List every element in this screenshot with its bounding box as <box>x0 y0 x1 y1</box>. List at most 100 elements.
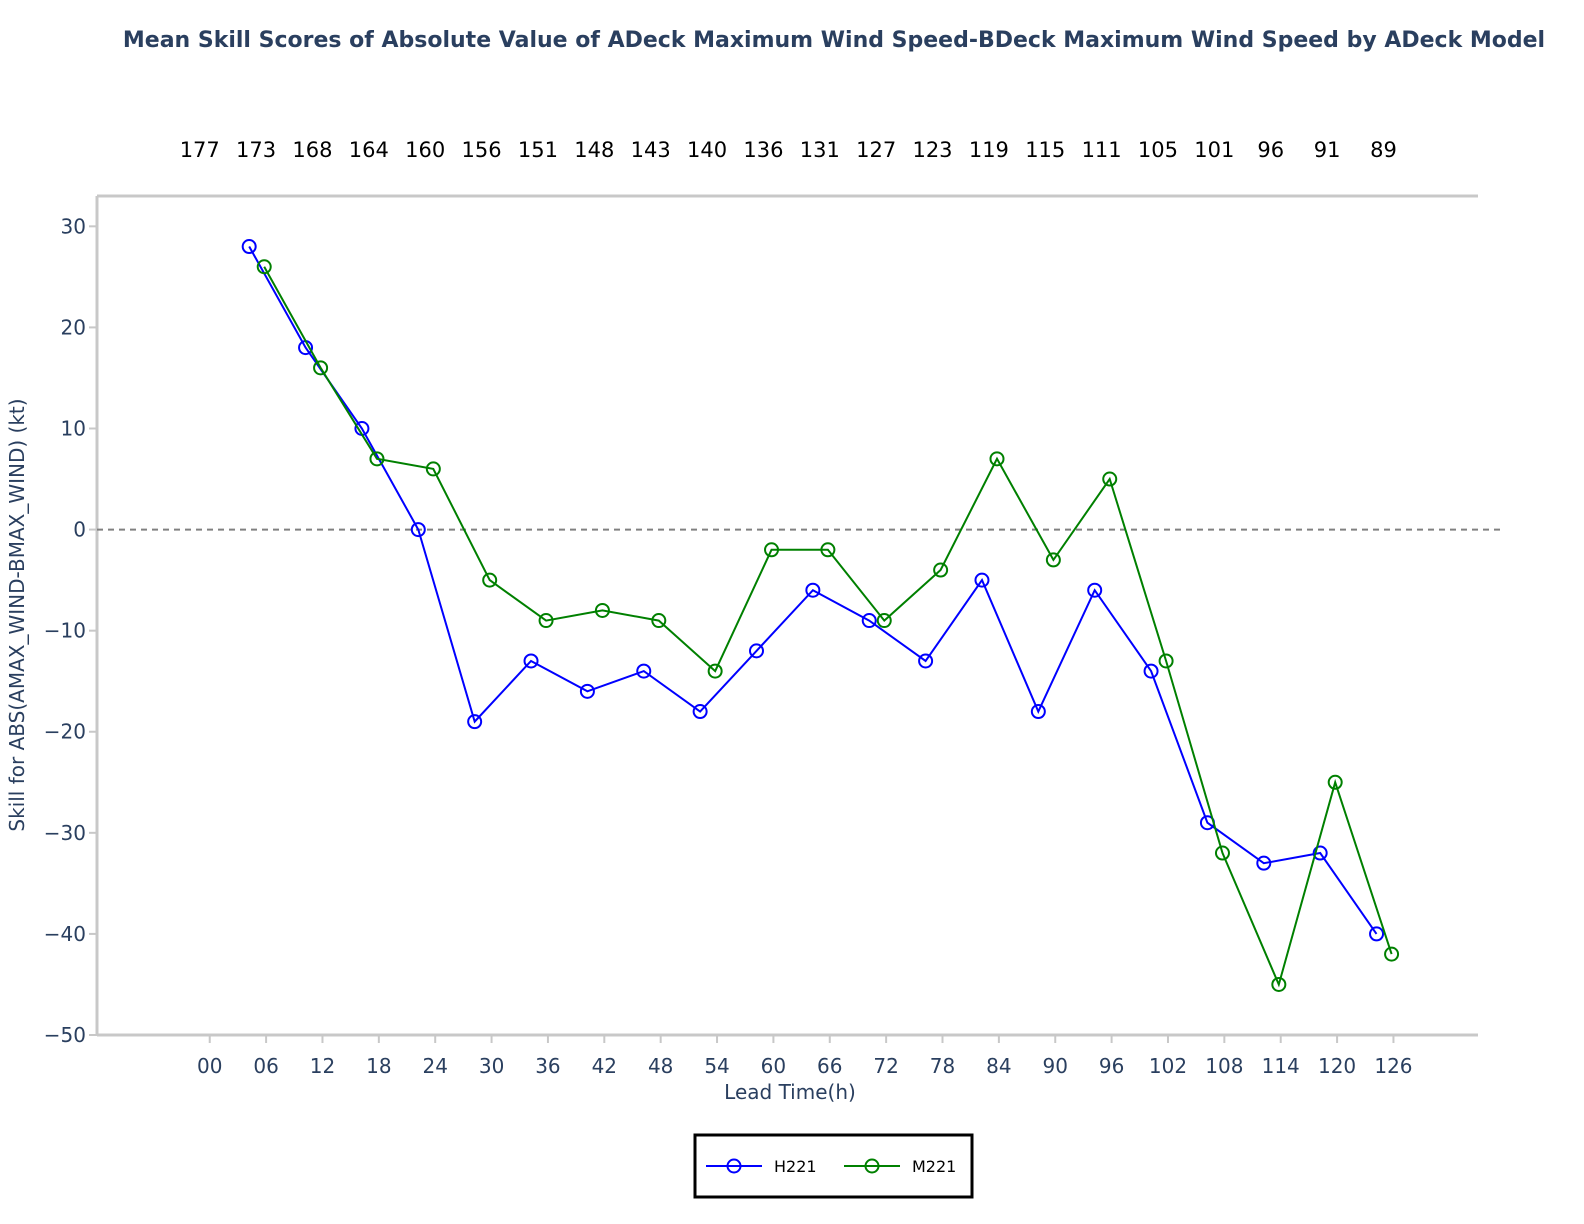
sample-count-label: 96 <box>1257 138 1284 162</box>
data-point-m221[interactable] <box>1271 976 1287 992</box>
sample-count-label: 123 <box>912 138 952 162</box>
data-point-m221[interactable] <box>651 613 667 629</box>
data-point-m221[interactable] <box>369 451 385 467</box>
x-tick-label: 18 <box>366 1054 391 1078</box>
sample-count-label: 173 <box>236 138 276 162</box>
legend-swatch-marker <box>726 1158 742 1174</box>
data-point-m221[interactable] <box>538 613 554 629</box>
data-point-m221[interactable] <box>707 663 723 679</box>
series-line-m221 <box>263 266 1393 988</box>
data-point-h221[interactable] <box>861 613 877 629</box>
data-point-h221[interactable] <box>1087 582 1103 598</box>
sample-count-label: 177 <box>180 138 220 162</box>
data-point-h221[interactable] <box>523 653 539 669</box>
data-point-h221[interactable] <box>1369 926 1385 942</box>
data-point-h221[interactable] <box>1256 855 1272 871</box>
x-tick-label: 84 <box>986 1054 1011 1078</box>
data-point-h221[interactable] <box>805 582 821 598</box>
x-tick-label: 42 <box>592 1054 617 1078</box>
data-point-h221[interactable] <box>1030 704 1046 720</box>
sample-count-label: 140 <box>687 138 727 162</box>
legend[interactable]: H221 M221 <box>693 1133 974 1199</box>
y-tick-label: 30 <box>61 214 86 238</box>
y-tick-label: −30 <box>44 821 86 845</box>
x-tick-label: 12 <box>310 1054 335 1078</box>
y-tick-label: 20 <box>61 315 86 339</box>
data-point-m221[interactable] <box>1327 774 1343 790</box>
chart-title: Mean Skill Scores of Absolute Value of A… <box>123 28 1545 53</box>
sample-count-label: 105 <box>1138 138 1178 162</box>
data-point-m221[interactable] <box>1045 552 1061 568</box>
x-tick-label: 108 <box>1205 1054 1243 1078</box>
y-tick-label: 10 <box>61 416 86 440</box>
data-point-m221[interactable] <box>1102 471 1118 487</box>
data-point-h221[interactable] <box>579 683 595 699</box>
data-point-m221[interactable] <box>764 542 780 558</box>
x-axis-label: Lead Time(h) <box>724 1080 856 1104</box>
legend-item-m221[interactable]: M221 <box>844 1157 956 1176</box>
x-tick-label: 114 <box>1262 1054 1300 1078</box>
data-point-m221[interactable] <box>313 360 329 376</box>
y-axis-label: Skill for ABS(AMAX_WIND-BMAX_WIND) (kt) <box>5 398 29 831</box>
data-point-m221[interactable] <box>1384 946 1400 962</box>
data-point-m221[interactable] <box>1158 653 1174 669</box>
data-point-h221[interactable] <box>918 653 934 669</box>
legend-swatch-marker <box>864 1158 880 1174</box>
sample-count-label: 131 <box>800 138 840 162</box>
y-tick-label: −10 <box>44 619 86 643</box>
x-tick-label: 78 <box>930 1054 955 1078</box>
data-point-h221[interactable] <box>467 714 483 730</box>
data-point-m221[interactable] <box>1214 845 1230 861</box>
sample-count-label: 119 <box>969 138 1009 162</box>
y-axis-ticks: 30 20 10 0 −10 −20 −30 −40 −50 <box>44 214 97 1047</box>
sample-count-label: 168 <box>292 138 332 162</box>
data-point-h221[interactable] <box>1143 663 1159 679</box>
data-point-h221[interactable] <box>692 704 708 720</box>
y-tick-label: −20 <box>44 720 86 744</box>
x-tick-label: 102 <box>1149 1054 1187 1078</box>
data-point-h221[interactable] <box>636 663 652 679</box>
data-point-m221[interactable] <box>933 562 949 578</box>
x-tick-label: 54 <box>704 1054 729 1078</box>
data-point-h221[interactable] <box>748 643 764 659</box>
data-point-m221[interactable] <box>820 542 836 558</box>
data-point-m221[interactable] <box>594 602 610 618</box>
x-tick-label: 06 <box>253 1054 278 1078</box>
data-point-h221[interactable] <box>410 522 426 538</box>
sample-count-label: 115 <box>1025 138 1065 162</box>
series-h221 <box>241 239 1385 942</box>
sample-count-label: 89 <box>1370 138 1397 162</box>
sample-count-label: 91 <box>1314 138 1341 162</box>
x-tick-label: 72 <box>873 1054 898 1078</box>
data-point-m221[interactable] <box>876 613 892 629</box>
data-point-h221[interactable] <box>241 239 257 255</box>
plot-frame <box>95 194 1478 1037</box>
x-tick-label: 00 <box>197 1054 222 1078</box>
series-line-h221 <box>248 246 1378 935</box>
data-point-h221[interactable] <box>1312 845 1328 861</box>
y-tick-label: 0 <box>73 518 86 542</box>
x-tick-label: 24 <box>422 1054 447 1078</box>
x-tick-label: 48 <box>648 1054 673 1078</box>
x-tick-label: 126 <box>1374 1054 1412 1078</box>
data-point-m221[interactable] <box>482 572 498 588</box>
y-tick-label: −50 <box>44 1023 86 1047</box>
legend-item-h221[interactable]: H221 <box>706 1157 817 1176</box>
sample-count-label: 148 <box>574 138 614 162</box>
data-point-m221[interactable] <box>256 259 272 275</box>
x-tick-label: 120 <box>1318 1054 1356 1078</box>
sample-count-label: 111 <box>1082 138 1122 162</box>
sample-count-label: 160 <box>405 138 445 162</box>
data-point-m221[interactable] <box>425 461 441 477</box>
sample-count-label: 156 <box>462 138 502 162</box>
data-point-m221[interactable] <box>989 451 1005 467</box>
sample-count-label: 143 <box>631 138 671 162</box>
x-tick-label: 36 <box>535 1054 560 1078</box>
legend-box <box>693 1133 974 1199</box>
sample-count-row: 177 173 168 164 160 156 151 148 143 140 136 131 127 1… <box>180 138 1397 162</box>
legend-label: M221 <box>912 1157 956 1176</box>
x-tick-label: 90 <box>1043 1054 1068 1078</box>
x-axis-ticks: 00 06 12 18 24 30 36 42 48 54 60 66 72 78 84 90 96 102 108… <box>197 1035 1413 1078</box>
data-point-h221[interactable] <box>974 572 990 588</box>
